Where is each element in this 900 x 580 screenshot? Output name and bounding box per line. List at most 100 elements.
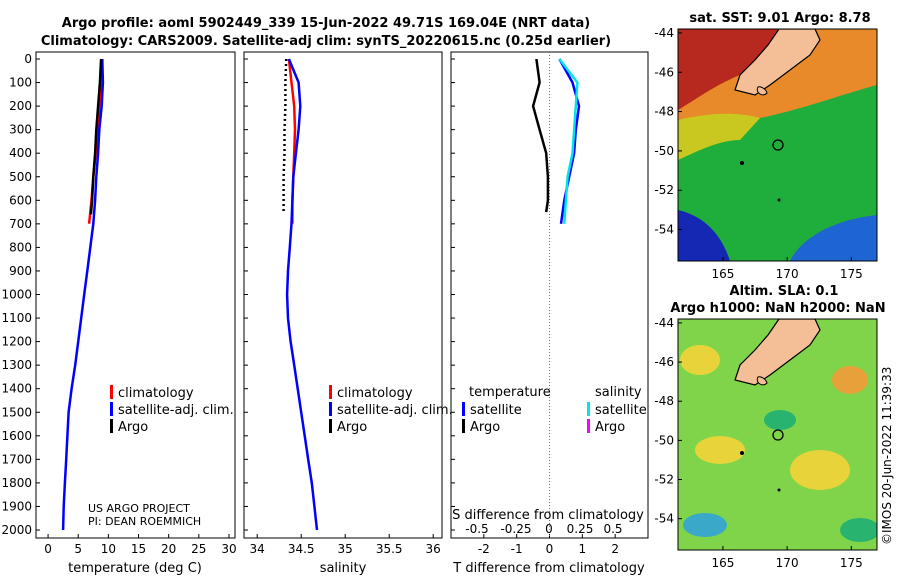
map-ytick-label: -44 xyxy=(654,316,674,330)
map-xtick-label: 175 xyxy=(840,556,863,570)
ytick-label: 0 xyxy=(24,52,32,66)
sal-legend-swatch-satellite xyxy=(329,402,332,416)
ytick-label: 700 xyxy=(9,217,32,231)
diff-series-temperature-argo xyxy=(531,58,550,213)
diff-series-temperature-satellite xyxy=(558,58,581,224)
s-diff-tick-label: -0.25 xyxy=(500,522,531,536)
temp-xlabel: temperature (deg C) xyxy=(68,561,202,576)
map-ytick-label: -48 xyxy=(654,105,674,119)
legend-swatch-climatology xyxy=(110,385,113,399)
sla-argo-marker xyxy=(772,429,784,441)
map-ytick-label: -54 xyxy=(654,223,674,237)
diff-legend-s-argo: Argo xyxy=(595,420,625,435)
sla-map-title-1: Altim. SLA: 0.1 xyxy=(730,284,839,299)
ytick-label: 1300 xyxy=(1,358,32,372)
ytick-label: 1100 xyxy=(1,311,32,325)
sst-land-stewart-island xyxy=(756,86,768,96)
s-diff-label: S difference from climatology xyxy=(452,508,644,523)
map-xtick-label: 165 xyxy=(711,267,734,281)
sal-plot: 34 34.5 35 35.5 36 xyxy=(244,58,441,556)
ytick-label: 1500 xyxy=(1,405,32,419)
sal-xtick-label: 34.5 xyxy=(288,542,315,556)
ytick-label: 300 xyxy=(9,123,32,137)
diff-xtick-label: -2 xyxy=(478,542,490,556)
legend-argo: Argo xyxy=(118,420,148,435)
diff-xtick-label: 2 xyxy=(611,542,619,556)
imos-stamp: ©IMOS 20-Jun-2022 11:39:33 xyxy=(880,367,894,545)
ytick-label: 1400 xyxy=(1,382,32,396)
map-ytick-label: -50 xyxy=(654,433,674,447)
sla-map-title-2: Argo h1000: NaN h2000: NaN xyxy=(670,301,885,316)
legend-swatch-argo xyxy=(110,419,113,433)
sla-blob-2 xyxy=(695,436,745,464)
ytick-label: 900 xyxy=(9,264,32,278)
temp-plot: 0 5 10 15 20 25 300100200300400500600700800900… xyxy=(1,52,236,556)
sal-xtick-label: 36 xyxy=(426,542,441,556)
sst-map xyxy=(678,29,877,261)
diff-legend-s-sat: satellite xyxy=(595,403,647,418)
diff-xlabel: T difference from climatology xyxy=(452,561,645,576)
sla-island-1 xyxy=(740,451,744,455)
map-ytick-label: -54 xyxy=(654,512,674,526)
temp-series-satellite-adj-clim- xyxy=(61,58,105,531)
diff-legend-sal-head: salinity xyxy=(595,385,642,400)
sla-island-2 xyxy=(777,488,781,492)
credit-pi: PI: DEAN ROEMMICH xyxy=(88,515,201,528)
s-diff-tick-label: 0.25 xyxy=(567,522,594,536)
sal-legend-climatology: climatology xyxy=(337,386,413,401)
temp-xtick-label: 30 xyxy=(221,542,236,556)
sla-map-frame xyxy=(677,318,878,551)
map-ytick-label: -52 xyxy=(654,473,674,487)
temp-series-argo xyxy=(89,58,103,215)
map-ytick-label: -48 xyxy=(654,394,674,408)
ytick-label: 400 xyxy=(9,146,32,160)
sst-yellow-band xyxy=(678,113,760,160)
ytick-label: 100 xyxy=(9,76,32,90)
legend-swatch-satellite xyxy=(110,402,113,416)
diff-plot: -2 -1 0 1 2 xyxy=(451,52,619,556)
temp-xtick-label: 5 xyxy=(74,542,82,556)
diff-legend-swatch-s-argo xyxy=(587,419,590,433)
legend-climatology: climatology xyxy=(118,386,194,401)
diff-xtick-label: 1 xyxy=(579,542,587,556)
map-ytick-label: -46 xyxy=(654,65,674,79)
temp-xtick-label: 10 xyxy=(101,542,116,556)
sla-blob-3 xyxy=(790,450,850,490)
ytick-label: 1200 xyxy=(1,335,32,349)
sst-map-title: sat. SST: 9.01 Argo: 8.78 xyxy=(689,11,870,26)
ytick-label: 1600 xyxy=(1,429,32,443)
sal-xtick-label: 34 xyxy=(250,542,265,556)
ytick-label: 2000 xyxy=(1,523,32,537)
temp-xtick-label: 15 xyxy=(131,542,146,556)
s-diff-tick-label: -0.5 xyxy=(465,522,488,536)
map-xtick-label: 165 xyxy=(711,556,734,570)
ytick-label: 1700 xyxy=(1,452,32,466)
sla-map xyxy=(678,319,877,550)
sla-blob-6 xyxy=(764,410,796,430)
map-xtick-label: 170 xyxy=(776,556,799,570)
ytick-label: 800 xyxy=(9,240,32,254)
sst-island-2 xyxy=(777,198,781,202)
ytick-label: 1900 xyxy=(1,499,32,513)
sla-blob-7 xyxy=(840,518,877,542)
diff-legend-swatch-s-sat xyxy=(587,402,590,416)
sal-legend-swatch-climatology xyxy=(329,385,332,399)
temp-xtick-label: 25 xyxy=(191,542,206,556)
sla-blob-1 xyxy=(680,345,720,375)
map-xtick-label: 175 xyxy=(840,267,863,281)
map-axes: 165 170 175 -44 -46 -48 -50 -52 -54 165 170 175 -44 -… xyxy=(654,26,862,570)
ytick-label: 500 xyxy=(9,170,32,184)
diff-xtick-label: -1 xyxy=(511,542,523,556)
sal-xtick-label: 35 xyxy=(338,542,353,556)
credit-project: US ARGO PROJECT xyxy=(88,502,190,515)
ytick-label: 200 xyxy=(9,99,32,113)
legend-satellite: satellite-adj. clim. xyxy=(118,403,234,418)
title-line-2: Climatology: CARS2009. Satellite-adj cli… xyxy=(41,34,611,49)
title-line-1: Argo profile: aoml 5902449_339 15-Jun-20… xyxy=(62,16,590,31)
temp-xtick-label: 20 xyxy=(161,542,176,556)
ytick-label: 1800 xyxy=(1,476,32,490)
temp-xtick-label: 0 xyxy=(44,542,52,556)
sal-legend-satellite: satellite-adj. clim. xyxy=(337,403,453,418)
s-diff-tick-label: 0.5 xyxy=(603,522,622,536)
sst-cool-region xyxy=(790,215,877,261)
